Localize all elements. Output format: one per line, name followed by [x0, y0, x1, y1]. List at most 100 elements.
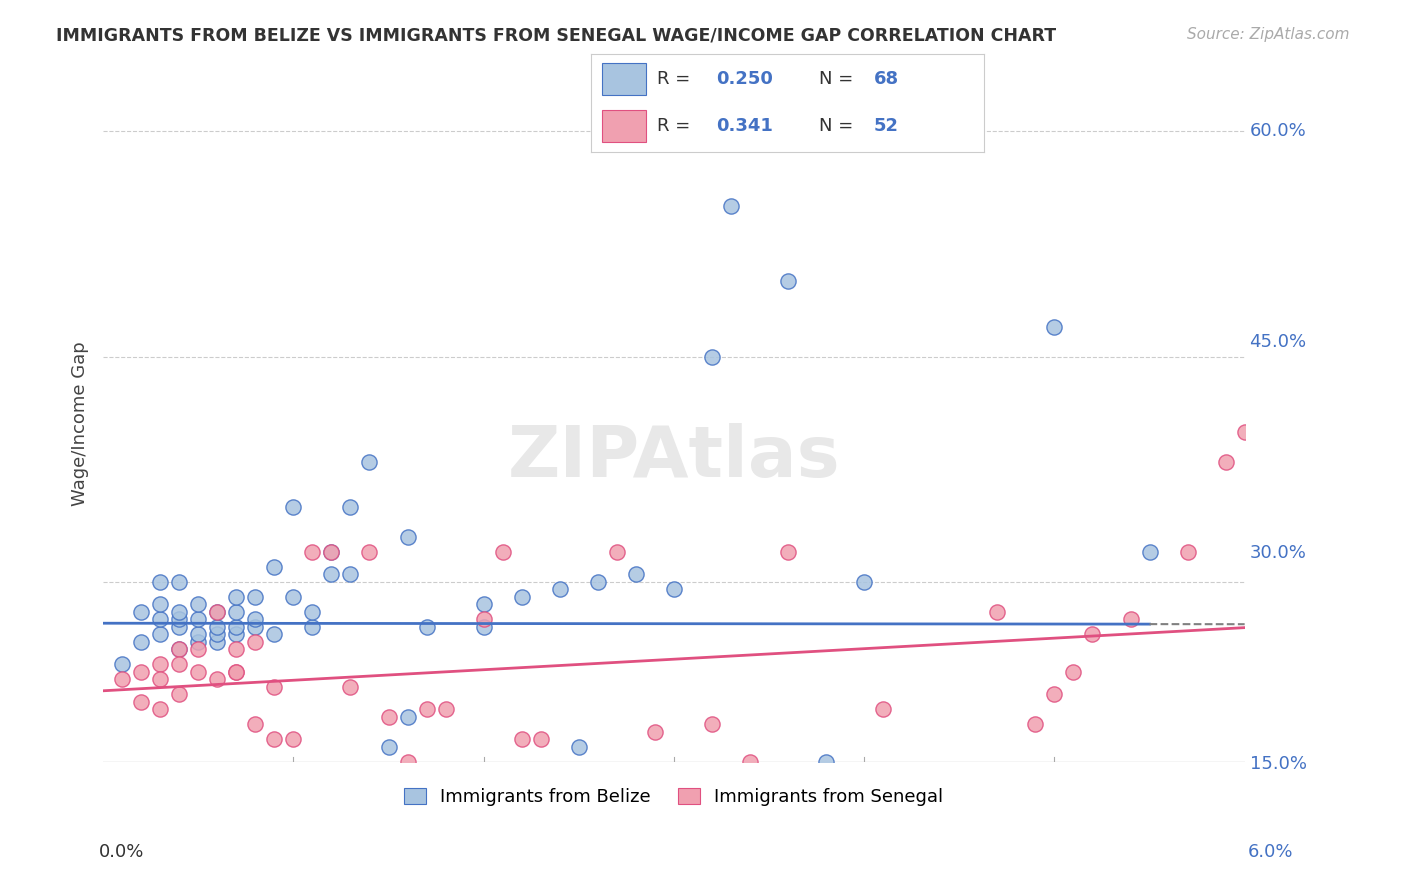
Point — [225, 665, 247, 679]
Point — [1024, 717, 1046, 731]
Point — [624, 567, 647, 582]
Text: R =: R = — [658, 70, 696, 88]
Point — [1119, 612, 1142, 626]
Point — [339, 567, 361, 582]
Point — [283, 500, 305, 514]
Point — [415, 620, 437, 634]
Point — [492, 544, 515, 558]
Point — [207, 672, 229, 686]
Point — [472, 620, 495, 634]
Point — [225, 665, 247, 679]
Point — [548, 582, 571, 597]
Point — [891, 830, 914, 844]
Point — [321, 544, 343, 558]
Point — [492, 792, 515, 806]
Point — [700, 350, 723, 364]
Point — [245, 634, 267, 648]
Point — [377, 739, 399, 754]
Legend: Immigrants from Belize, Immigrants from Senegal: Immigrants from Belize, Immigrants from … — [396, 780, 950, 814]
Point — [149, 612, 172, 626]
Point — [225, 605, 247, 619]
Point — [872, 702, 894, 716]
Text: R =: R = — [658, 117, 696, 135]
Point — [187, 597, 209, 611]
Point — [167, 620, 190, 634]
Point — [720, 199, 742, 213]
Point — [453, 792, 475, 806]
Point — [321, 567, 343, 582]
Point — [530, 777, 553, 791]
Text: 52: 52 — [875, 117, 898, 135]
Point — [377, 710, 399, 724]
Point — [207, 627, 229, 641]
Point — [1043, 319, 1066, 334]
Point — [167, 642, 190, 657]
Point — [396, 710, 419, 724]
Point — [644, 792, 666, 806]
Point — [321, 544, 343, 558]
Point — [207, 605, 229, 619]
Point — [245, 620, 267, 634]
Point — [301, 605, 323, 619]
Point — [644, 724, 666, 739]
Point — [929, 792, 952, 806]
Point — [207, 605, 229, 619]
Point — [207, 620, 229, 634]
FancyBboxPatch shape — [602, 63, 645, 95]
Point — [1215, 454, 1237, 468]
Point — [245, 590, 267, 604]
Point — [568, 739, 591, 754]
Point — [1043, 687, 1066, 701]
Point — [815, 755, 838, 769]
Text: 6.0%: 6.0% — [1249, 843, 1294, 861]
Point — [207, 634, 229, 648]
Point — [187, 665, 209, 679]
Point — [111, 672, 134, 686]
Point — [225, 590, 247, 604]
Point — [530, 732, 553, 747]
Point — [339, 680, 361, 694]
Point — [472, 612, 495, 626]
Point — [606, 544, 628, 558]
Point — [245, 612, 267, 626]
Point — [263, 627, 285, 641]
Point — [415, 702, 437, 716]
Point — [225, 627, 247, 641]
Point — [929, 814, 952, 829]
Point — [359, 454, 381, 468]
Point — [359, 544, 381, 558]
Point — [149, 574, 172, 589]
Point — [149, 702, 172, 716]
Point — [129, 665, 152, 679]
Point — [510, 732, 533, 747]
Point — [1233, 425, 1256, 439]
Point — [776, 544, 799, 558]
Point — [776, 275, 799, 289]
Text: N =: N = — [818, 70, 859, 88]
Point — [301, 620, 323, 634]
FancyBboxPatch shape — [602, 111, 645, 142]
Point — [149, 627, 172, 641]
Point — [167, 574, 190, 589]
Point — [1177, 544, 1199, 558]
Y-axis label: Wage/Income Gap: Wage/Income Gap — [72, 342, 89, 507]
Point — [263, 680, 285, 694]
Point — [187, 612, 209, 626]
Point — [167, 642, 190, 657]
Point — [1081, 627, 1104, 641]
Point — [283, 732, 305, 747]
Point — [149, 597, 172, 611]
Point — [396, 755, 419, 769]
Point — [167, 657, 190, 672]
Point — [225, 620, 247, 634]
Point — [453, 777, 475, 791]
Point — [167, 612, 190, 626]
Point — [586, 574, 609, 589]
Point — [129, 605, 152, 619]
Point — [434, 792, 457, 806]
Point — [283, 590, 305, 604]
Point — [510, 590, 533, 604]
Point — [1139, 544, 1161, 558]
Point — [606, 792, 628, 806]
Point — [339, 500, 361, 514]
